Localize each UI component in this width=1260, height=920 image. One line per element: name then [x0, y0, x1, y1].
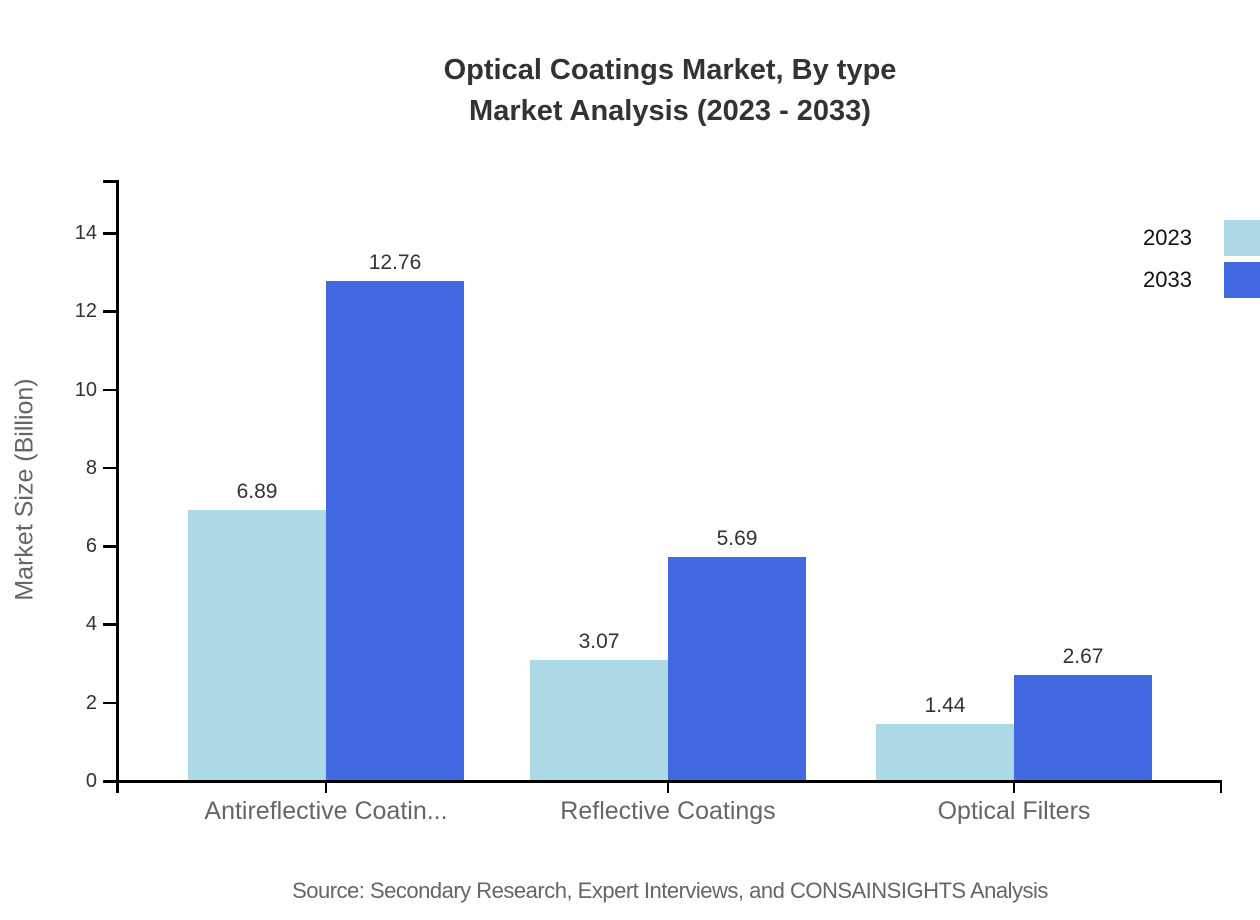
y-axis-endcap — [103, 180, 116, 183]
legend-swatch — [1224, 220, 1260, 256]
x-axis-endcap — [1219, 780, 1222, 793]
x-tick — [1012, 780, 1016, 793]
bar-2023[interactable] — [876, 723, 1014, 780]
y-tick — [103, 545, 116, 548]
value-label: 6.89 — [236, 480, 278, 504]
y-tick-label: 14 — [74, 222, 97, 245]
value-label: 3.07 — [578, 629, 620, 653]
bar-2023[interactable] — [530, 659, 668, 780]
legend-item-2033[interactable]: 2033 — [1143, 262, 1260, 298]
y-tick-label: 0 — [85, 770, 97, 792]
y-tick-label: 6 — [85, 535, 97, 558]
chart-title: Optical Coatings Market, By type Market … — [118, 50, 1222, 132]
bar-2033[interactable] — [668, 557, 806, 780]
y-tick-label: 12 — [74, 300, 97, 323]
y-tick — [103, 232, 116, 235]
x-tick — [666, 780, 670, 793]
y-tick — [103, 466, 116, 470]
x-tick — [324, 780, 328, 793]
y-tick — [103, 780, 116, 783]
legend-label: 2023 — [1143, 225, 1192, 250]
bar-2023[interactable] — [188, 510, 326, 780]
y-axis-spine — [116, 180, 119, 783]
y-tick — [103, 623, 116, 626]
x-category-label: Reflective Coatings — [560, 797, 776, 825]
x-axis-endcap — [116, 780, 119, 793]
bar-2033[interactable] — [326, 280, 464, 780]
chart-title-line2: Market Analysis (2023 - 2033) — [469, 95, 871, 127]
value-label: 12.76 — [368, 250, 422, 274]
y-axis-title: Market Size (Billion) — [10, 378, 39, 601]
y-tick-label: 10 — [74, 378, 97, 401]
source-note: Source: Secondary Research, Expert Inter… — [292, 878, 1048, 903]
legend-item-2023[interactable]: 2023 — [1143, 220, 1260, 256]
legend-swatch — [1224, 262, 1260, 298]
x-category-label: Antireflective Coatin... — [204, 797, 448, 825]
chart-title-line1: Optical Coatings Market, By type — [443, 54, 897, 86]
y-tick — [103, 701, 116, 705]
value-label: 5.69 — [716, 527, 758, 551]
x-category-label: Optical Filters — [937, 797, 1091, 825]
y-tick-label: 8 — [85, 456, 97, 479]
value-label: 2.67 — [1062, 645, 1104, 669]
y-tick-label: 4 — [85, 613, 97, 636]
y-tick — [103, 310, 116, 313]
bar-2033[interactable] — [1014, 675, 1152, 780]
legend-label: 2033 — [1143, 267, 1192, 292]
legend: 2023 2033 — [1143, 220, 1260, 304]
value-label: 1.44 — [924, 693, 966, 717]
y-tick-label: 2 — [85, 691, 97, 714]
y-tick — [103, 388, 116, 392]
